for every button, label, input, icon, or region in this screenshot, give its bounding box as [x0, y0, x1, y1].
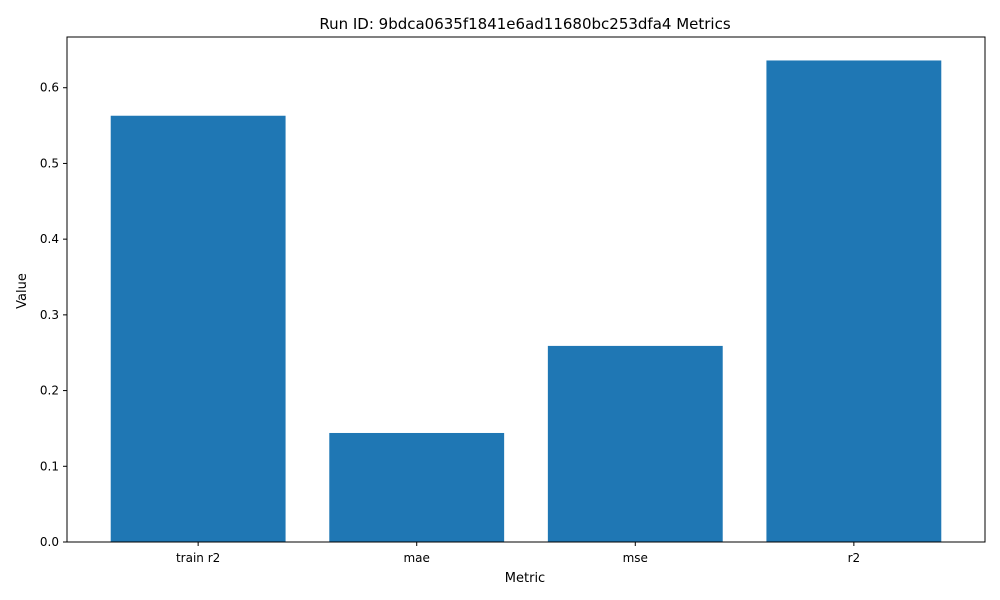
plot-frame	[66, 36, 986, 543]
bar-mse	[547, 345, 723, 542]
bar-mae	[329, 432, 505, 542]
chart-title: Run ID: 9bdca0635f1841e6ad11680bc253dfa4…	[319, 15, 731, 33]
y-tick-label: 0.2	[40, 384, 59, 398]
y-tick-label: 0.6	[40, 81, 59, 95]
x-axis-label: Metric	[505, 571, 545, 586]
y-axis-ticks: 0.0 0.1 0.2 0.3 0.4 0.5 0.6	[40, 81, 67, 549]
y-tick-label: 0.3	[40, 308, 59, 322]
x-tick-label: mse	[623, 551, 648, 565]
y-tick-label: 0.4	[40, 232, 59, 246]
x-axis-ticks: train r2 mae mse r2	[176, 542, 860, 565]
y-axis-label: Value	[15, 273, 30, 309]
y-tick-label: 0.5	[40, 156, 59, 170]
x-tick-label: train r2	[176, 551, 220, 565]
x-tick-label: mae	[403, 551, 429, 565]
x-tick-label: r2	[848, 551, 861, 565]
y-tick-label: 0.1	[40, 459, 59, 473]
bar-r2	[766, 60, 942, 542]
y-tick-label: 0.0	[40, 535, 59, 549]
bar-train-r2	[110, 115, 286, 542]
bars-layer	[110, 60, 942, 542]
